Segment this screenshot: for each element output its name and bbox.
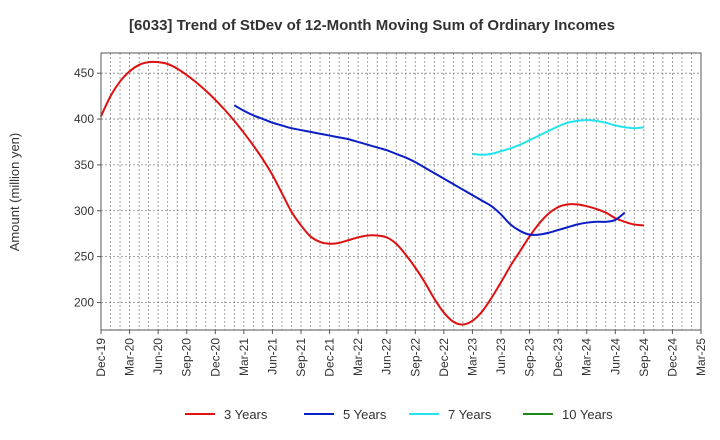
series-lines [100,60,644,326]
y-tick-label: 400 [74,112,94,126]
x-tick-label: Dec-21 [323,338,337,377]
y-tick-label: 350 [74,158,94,172]
x-tick-label: Jun-24 [608,338,622,375]
legend-label-10-years: 10 Years [562,407,613,422]
x-tick-label: Dec-19 [94,338,108,377]
x-tick-label: Mar-24 [580,338,594,376]
x-tick-label: Dec-22 [437,338,451,377]
x-tick-label: Dec-23 [551,338,565,377]
x-tick-label: Sep-23 [523,338,537,377]
chart-title: [6033] Trend of StDev of 12-Month Moving… [129,17,615,34]
legend-label-7-years: 7 Years [448,407,492,422]
grid-lines [101,53,701,330]
series-line-5-years [233,104,626,236]
x-tick-label: Jun-22 [380,338,394,375]
x-tick-label: Sep-20 [180,338,194,377]
x-tick-label: Sep-22 [408,338,422,377]
x-tick-label: Jun-23 [494,338,508,375]
x-tick-label: Mar-23 [465,338,479,376]
plot-frame [100,52,702,331]
y-tick-label: 250 [74,250,94,264]
x-axis-ticks: Dec-19 Mar-20 Jun-20 Sep-20 Dec-20 Mar-21 Jun-… [94,330,708,377]
x-tick-label: Mar-25 [694,338,708,376]
x-tick-label: Jun-21 [265,338,279,375]
x-tick-label: Jun-20 [151,338,165,375]
series-line-3-years [100,60,644,326]
y-tick-label: 200 [74,295,94,309]
y-tick-label: 450 [74,66,94,80]
x-tick-label: Mar-22 [351,338,365,376]
legend-label-3-years: 3 Years [224,407,268,422]
x-tick-label: Mar-21 [237,338,251,376]
y-axis-label: Amount (million yen) [7,133,22,252]
x-tick-label: Sep-24 [637,338,651,377]
legend-label-5-years: 5 Years [343,407,387,422]
y-tick-label: 300 [74,204,94,218]
x-tick-label: Dec-24 [665,338,679,377]
x-tick-label: Dec-20 [208,338,222,377]
y-axis-ticks: 200 250 300 350 400 450 [74,66,101,309]
series-line-7-years [472,118,644,156]
x-tick-label: Mar-20 [123,338,137,376]
legend: 3 Years 5 Years 7 Years 10 Years [185,407,613,422]
x-tick-label: Sep-21 [294,338,308,377]
